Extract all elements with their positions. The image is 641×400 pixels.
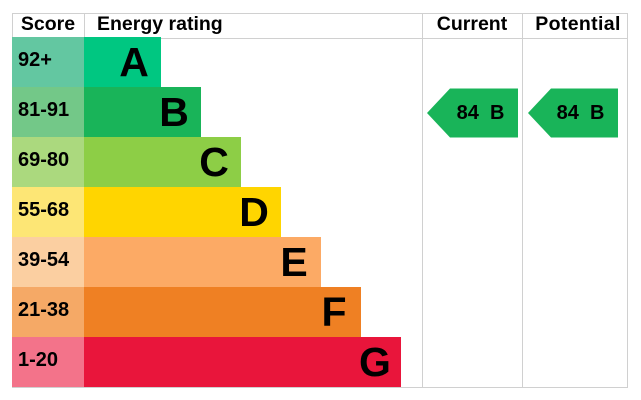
svg-text:84 B: 84 B	[457, 102, 505, 124]
svg-text:84 B: 84 B	[557, 102, 605, 124]
